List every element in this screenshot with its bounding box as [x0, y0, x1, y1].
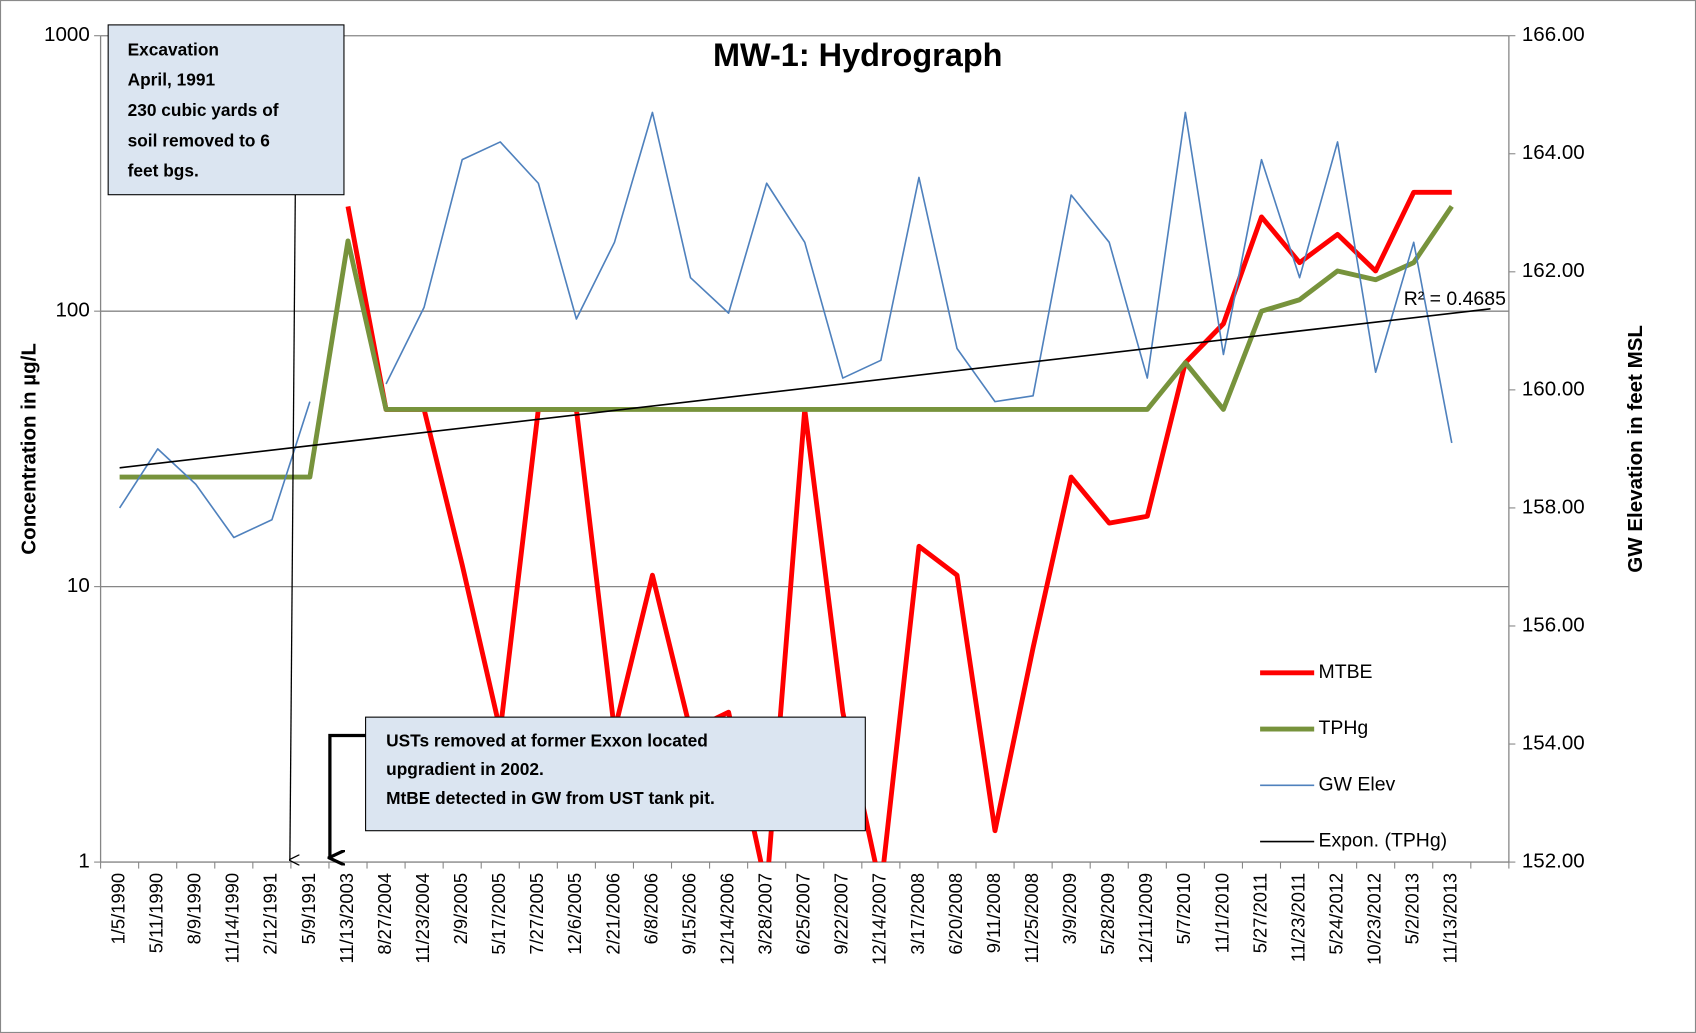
annotation-text: Excavation: [128, 39, 219, 59]
y2-tick-label: 164.00: [1522, 141, 1585, 164]
x-tick-label: 8/9/1990: [184, 873, 205, 945]
series-line: [345, 189, 1452, 863]
x-tick-label: 6/20/2008: [945, 873, 966, 955]
annotation-text: USTs removed at former Exxon located: [386, 731, 708, 751]
y2-tick-label: 152.00: [1522, 850, 1585, 873]
annotation-text: feet bgs.: [128, 161, 199, 181]
x-tick-label: 5/2/2013: [1402, 873, 1423, 945]
annotation-text: 230 cubic yards of: [128, 100, 279, 120]
x-tick-label: 12/14/2006: [716, 873, 737, 965]
x-tick-label: 5/27/2011: [1249, 873, 1270, 953]
y2-tick-label: 162.00: [1522, 259, 1585, 282]
legend-label: MTBE: [1319, 661, 1373, 683]
trendline: [119, 307, 1491, 469]
x-tick-label: 9/11/2008: [983, 873, 1004, 953]
x-tick-label: 12/11/2009: [1135, 873, 1156, 964]
x-tick-label: 5/7/2010: [1173, 873, 1194, 945]
x-tick-label: 11/23/2004: [412, 873, 433, 964]
x-tick-label: 5/9/1991: [298, 873, 319, 945]
y2-tick-label: 156.00: [1522, 613, 1585, 636]
y-axis-label: Concentration in µg/L: [18, 343, 41, 555]
annotation-text: soil removed to 6: [128, 130, 270, 150]
x-tick-label: 7/27/2005: [526, 873, 547, 955]
chart-title: MW-1: Hydrograph: [713, 37, 1002, 73]
y2-tick-label: 154.00: [1522, 731, 1585, 754]
annotation-arrow: [290, 194, 295, 860]
x-tick-label: 2/21/2006: [602, 873, 623, 955]
annotation-text: April, 1991: [128, 70, 216, 90]
y2-axis-label: GW Elevation in feet MSL: [1624, 325, 1647, 573]
y2-tick-label: 158.00: [1522, 495, 1585, 518]
x-tick-label: 9/22/2007: [831, 873, 852, 955]
x-tick-label: 5/17/2005: [488, 873, 509, 955]
y-tick-label: 1000: [44, 23, 90, 46]
x-tick-label: 3/17/2008: [907, 873, 928, 955]
x-tick-label: 3/9/2009: [1059, 873, 1080, 945]
y2-tick-label: 160.00: [1522, 377, 1585, 400]
x-tick-label: 12/14/2007: [869, 873, 890, 965]
annotation-text: upgradient in 2002.: [386, 759, 544, 779]
y-tick-label: 100: [55, 299, 89, 322]
annotation-arrow: [330, 733, 366, 858]
x-tick-label: 9/15/2006: [678, 873, 699, 955]
x-tick-label: 6/8/2006: [640, 873, 661, 945]
x-tick-label: 5/28/2009: [1097, 873, 1118, 955]
x-tick-label: 5/24/2012: [1325, 873, 1346, 955]
x-tick-label: 8/27/2004: [374, 873, 395, 955]
x-tick-label: 3/28/2007: [755, 873, 776, 955]
r2-label: R² = 0.4685: [1404, 288, 1506, 310]
series-line: [119, 205, 1454, 480]
x-tick-label: 11/13/2003: [336, 873, 357, 964]
annotation-box: [365, 716, 866, 832]
legend-label: Expon. (TPHg): [1319, 830, 1448, 852]
y-tick-label: 10: [67, 574, 90, 597]
annotation-text: MtBE detected in GW from UST tank pit.: [386, 788, 715, 808]
annotation-box: [107, 24, 345, 196]
x-tick-label: 11/25/2008: [1021, 873, 1042, 964]
x-tick-label: 5/11/1990: [146, 873, 167, 953]
x-tick-label: 10/23/2012: [1364, 873, 1385, 965]
x-tick-label: 12/6/2005: [564, 873, 585, 955]
x-tick-label: 6/25/2007: [793, 873, 814, 955]
x-tick-label: 1/5/1990: [107, 873, 128, 945]
x-tick-label: 11/23/2011: [1287, 873, 1308, 962]
x-tick-label: 11/14/1990: [222, 873, 243, 964]
y2-tick-label: 166.00: [1522, 23, 1585, 46]
series-line: [118, 111, 1453, 539]
x-tick-label: 2/9/2005: [450, 873, 471, 945]
x-tick-label: 11/1/2010: [1211, 873, 1232, 953]
x-tick-label: 11/13/2013: [1440, 873, 1461, 964]
y-tick-label: 1: [78, 850, 89, 873]
x-tick-label: 2/12/1991: [260, 873, 281, 955]
legend-label: GW Elev: [1319, 773, 1396, 795]
legend-label: TPHg: [1319, 717, 1369, 739]
